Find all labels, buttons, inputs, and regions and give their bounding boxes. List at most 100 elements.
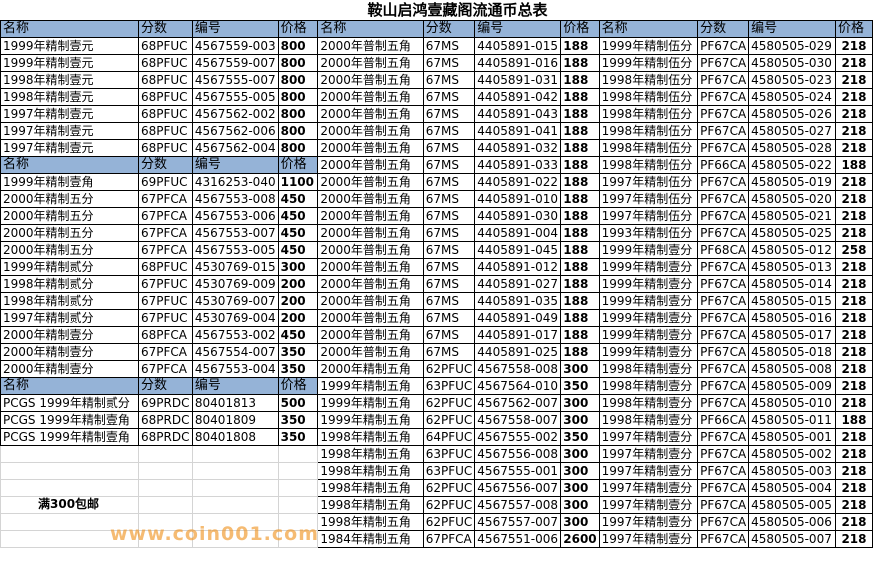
header-cell-price[interactable]: 价格 <box>834 20 873 38</box>
header-cell-cert[interactable]: 编号 <box>191 20 279 38</box>
cert-cell[interactable]: 4580505-016 <box>748 309 836 327</box>
grade-cell[interactable]: PF67CA <box>697 54 750 72</box>
price-cell[interactable]: 350 <box>560 428 600 446</box>
price-cell[interactable]: 188 <box>560 122 600 140</box>
cert-cell[interactable]: 4567553-007 <box>191 224 279 242</box>
name-cell[interactable]: 2000年普制五角 <box>317 105 424 123</box>
name-cell[interactable]: 2000年普制五角 <box>317 88 424 106</box>
price-cell[interactable]: 300 <box>560 411 600 429</box>
grade-cell[interactable]: 67MS <box>422 37 476 55</box>
cert-cell[interactable]: 4567562-004 <box>191 139 279 157</box>
name-cell[interactable]: 2000年精制五分 <box>0 224 139 242</box>
grade-cell[interactable]: 67PFCA <box>137 360 193 378</box>
price-cell[interactable]: 800 <box>277 105 319 123</box>
grade-cell[interactable]: PF67CA <box>697 207 750 225</box>
cert-cell[interactable]: 4567562-002 <box>191 105 279 123</box>
name-cell[interactable]: 2000年精制五分 <box>0 207 139 225</box>
grade-cell[interactable]: 67MS <box>422 156 476 174</box>
cert-cell[interactable]: 4580505-017 <box>748 326 836 344</box>
name-cell[interactable]: 1998年精制伍分 <box>598 139 699 157</box>
price-cell[interactable]: 188 <box>560 258 600 276</box>
cert-cell[interactable]: 4405891-010 <box>474 190 562 208</box>
grade-cell[interactable]: 67MS <box>422 54 476 72</box>
empty-cell[interactable] <box>277 496 319 514</box>
header-cell-cert[interactable]: 编号 <box>748 20 836 38</box>
grade-cell[interactable]: PF67CA <box>697 88 750 106</box>
header-cell-cert[interactable]: 编号 <box>191 156 279 174</box>
grade-cell[interactable]: PF67CA <box>697 343 750 361</box>
cert-cell[interactable]: 4405891-033 <box>474 156 562 174</box>
empty-cell[interactable] <box>277 445 319 463</box>
grade-cell[interactable]: PF67CA <box>697 479 750 497</box>
name-cell[interactable]: 1999年精制壹角 <box>0 173 139 191</box>
grade-cell[interactable]: PF67CA <box>697 445 750 463</box>
cert-cell[interactable]: 4405891-042 <box>474 88 562 106</box>
price-cell[interactable]: 218 <box>834 462 873 480</box>
cert-cell[interactable]: 4580505-028 <box>748 139 836 157</box>
price-cell[interactable]: 188 <box>560 309 600 327</box>
grade-cell[interactable]: 67MS <box>422 190 476 208</box>
grade-cell[interactable]: 68PFUC <box>137 88 193 106</box>
price-cell[interactable]: 300 <box>277 258 319 276</box>
grade-cell[interactable]: PF67CA <box>697 292 750 310</box>
name-cell[interactable]: 2000年普制五角 <box>317 173 424 191</box>
grade-cell[interactable]: 67PFCA <box>137 207 193 225</box>
header-cell-grade[interactable]: 分数 <box>422 20 476 38</box>
grade-cell[interactable]: 67MS <box>422 309 476 327</box>
name-cell[interactable]: 1998年精制壹分 <box>598 394 699 412</box>
price-cell[interactable]: 450 <box>277 326 319 344</box>
grade-cell[interactable]: 63PFUC <box>422 462 476 480</box>
grade-cell[interactable]: 63PFUC <box>422 445 476 463</box>
name-cell[interactable]: 1998年精制伍分 <box>598 122 699 140</box>
grade-cell[interactable]: 62PFUC <box>422 394 476 412</box>
grade-cell[interactable]: 67MS <box>422 139 476 157</box>
cert-cell[interactable]: 4580505-018 <box>748 343 836 361</box>
cert-cell[interactable]: 4567554-007 <box>191 343 279 361</box>
cert-cell[interactable]: 4580505-025 <box>748 224 836 242</box>
grade-cell[interactable]: PF67CA <box>697 275 750 293</box>
header-cell-name[interactable]: 名称 <box>0 20 139 38</box>
name-cell[interactable]: 2000年普制五角 <box>317 190 424 208</box>
price-cell[interactable]: 218 <box>834 496 873 514</box>
header-cell-grade[interactable]: 分数 <box>137 156 193 174</box>
empty-cell[interactable] <box>137 445 193 463</box>
header-cell-name[interactable]: 名称 <box>0 377 139 395</box>
price-cell[interactable]: 218 <box>834 105 873 123</box>
price-cell[interactable]: 800 <box>277 37 319 55</box>
cert-cell[interactable]: 4405891-012 <box>474 258 562 276</box>
name-cell[interactable]: 1998年精制贰分 <box>0 292 139 310</box>
cert-cell[interactable]: 4567559-003 <box>191 37 279 55</box>
price-cell[interactable]: 188 <box>560 173 600 191</box>
grade-cell[interactable]: PF67CA <box>697 190 750 208</box>
name-cell[interactable]: PCGS 1999年精制贰分 <box>0 394 139 412</box>
name-cell[interactable]: 1999年精制壹分 <box>598 241 699 259</box>
grade-cell[interactable]: 69PRDC <box>137 394 193 412</box>
grade-cell[interactable]: 67MS <box>422 326 476 344</box>
name-cell[interactable]: 1999年精制伍分 <box>598 54 699 72</box>
cert-cell[interactable]: 4580505-011 <box>748 411 836 429</box>
name-cell[interactable]: 1997年精制壹分 <box>598 428 699 446</box>
empty-cell[interactable] <box>137 462 193 480</box>
price-cell[interactable]: 188 <box>560 292 600 310</box>
grade-cell[interactable]: PF67CA <box>697 37 750 55</box>
name-cell[interactable]: 2000年精制五分 <box>0 241 139 259</box>
grade-cell[interactable]: 69PFUC <box>137 173 193 191</box>
cert-cell[interactable]: 4567564-010 <box>474 377 562 395</box>
grade-cell[interactable]: PF67CA <box>697 394 750 412</box>
header-cell-price[interactable]: 价格 <box>277 20 319 38</box>
name-cell[interactable]: 2000年普制五角 <box>317 71 424 89</box>
cert-cell[interactable]: 4580505-010 <box>748 394 836 412</box>
cert-cell[interactable]: 4580505-019 <box>748 173 836 191</box>
name-cell[interactable]: 1997年精制壹分 <box>598 479 699 497</box>
price-cell[interactable]: 300 <box>560 462 600 480</box>
grade-cell[interactable]: 68PFUC <box>137 105 193 123</box>
price-cell[interactable]: 258 <box>834 241 873 259</box>
price-cell[interactable]: 350 <box>277 428 319 446</box>
cert-cell[interactable]: 4580505-023 <box>748 71 836 89</box>
price-cell[interactable]: 218 <box>834 445 873 463</box>
cert-cell[interactable]: 4567551-006 <box>474 530 562 548</box>
cert-cell[interactable]: 4580505-002 <box>748 445 836 463</box>
grade-cell[interactable]: 62PFUC <box>422 496 476 514</box>
price-cell[interactable]: 218 <box>834 275 873 293</box>
name-cell[interactable]: 1997年精制壹分 <box>598 496 699 514</box>
